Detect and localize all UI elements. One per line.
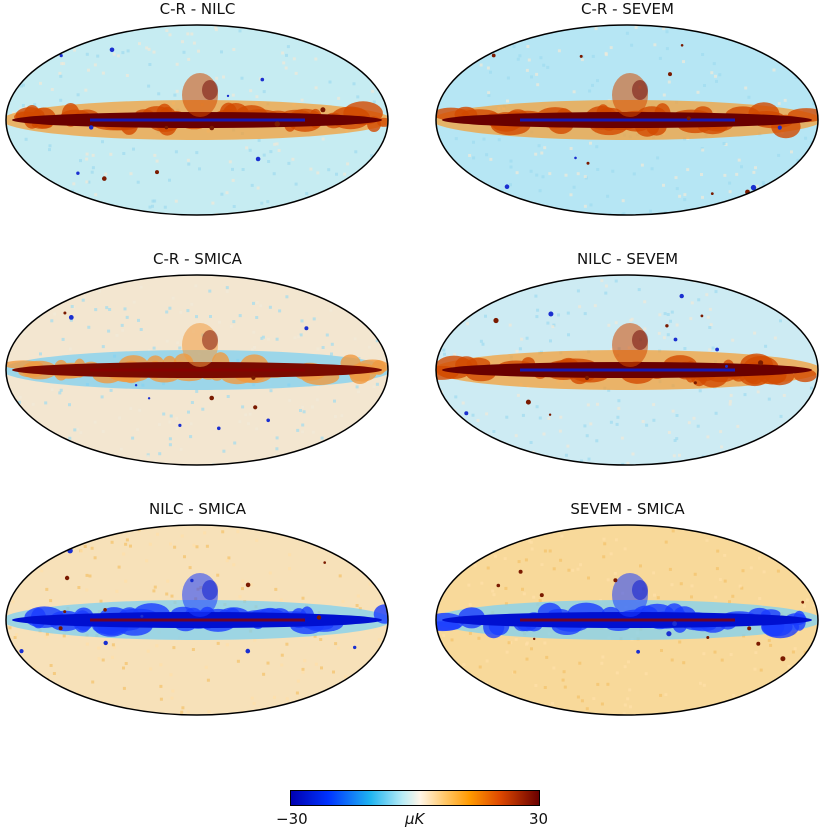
sky-map-content xyxy=(6,275,388,465)
panel-title: SEVEM - SMICA xyxy=(570,500,685,518)
sky-map-content xyxy=(6,25,388,215)
panel-nilc-smica: NILC - SMICA xyxy=(0,500,395,720)
panel-cr-sevem: C-R - SEVEM xyxy=(430,0,825,220)
mollweide-map xyxy=(5,24,389,216)
colorbar-max-label: 30 xyxy=(529,810,549,828)
colorbar-unit-label: μK xyxy=(405,810,425,828)
panel-cr-nilc: C-R - NILC xyxy=(0,0,395,220)
colorbar xyxy=(290,790,540,806)
mollweide-map xyxy=(435,274,819,466)
panel-title: NILC - SEVEM xyxy=(576,250,679,268)
map-outline xyxy=(5,24,389,216)
sky-map-content xyxy=(436,525,818,715)
panel-sevem-smica: SEVEM - SMICA xyxy=(430,500,825,720)
map-outline xyxy=(5,524,389,716)
mollweide-map xyxy=(5,524,389,716)
map-outline xyxy=(435,24,819,216)
panel-title: C-R - SMICA xyxy=(153,250,242,268)
mollweide-map xyxy=(5,274,389,466)
mollweide-map xyxy=(435,24,819,216)
panel-nilc-sevem: NILC - SEVEM xyxy=(430,250,825,470)
panel-title: NILC - SMICA xyxy=(148,500,247,518)
sky-map-content xyxy=(436,25,818,215)
map-outline xyxy=(5,274,389,466)
map-outline xyxy=(435,274,819,466)
colorbar-min-label: −30 xyxy=(276,810,308,828)
panel-cr-smica: C-R - SMICA xyxy=(0,250,395,470)
panel-title: C-R - SEVEM xyxy=(581,0,674,18)
sky-map-content xyxy=(6,525,388,715)
panel-title: C-R - NILC xyxy=(159,0,236,18)
mollweide-map xyxy=(435,524,819,716)
map-outline xyxy=(435,524,819,716)
sky-map-content xyxy=(436,275,818,465)
